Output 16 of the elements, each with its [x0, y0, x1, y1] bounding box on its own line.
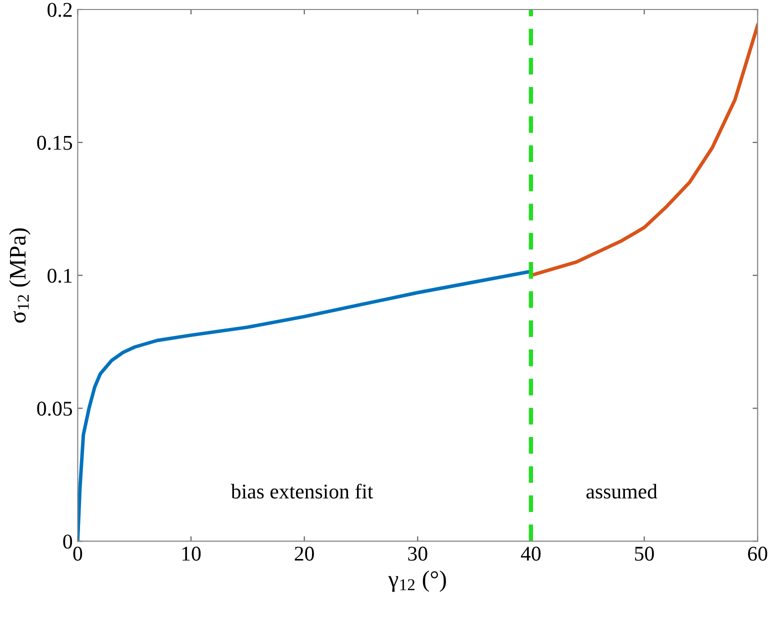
y-axis-title: σ$_{12}$ (MPa) [9, 228, 31, 323]
x-tick-label: 0 [73, 546, 82, 561]
y-tick-label: 0.05 [37, 402, 72, 416]
annotation: bias extension fit [230, 484, 374, 499]
x-tick-label: 30 [408, 546, 428, 561]
x-tick-label: 50 [635, 546, 654, 561]
y-tick-label: 0.1 [48, 268, 72, 283]
x-tick-label: 20 [294, 546, 314, 561]
y-tick-label: 0.15 [37, 136, 72, 150]
x-axis-title: γ$_{12}$ (°) [388, 570, 446, 592]
annotation: assumed [586, 484, 658, 499]
y-tick-label: 0.2 [48, 2, 72, 18]
x-tick-label: 10 [182, 546, 201, 561]
y-tick-label: 0 [63, 534, 72, 549]
x-tick-label: 40 [520, 546, 541, 561]
x-tick-label: 60 [748, 546, 768, 561]
